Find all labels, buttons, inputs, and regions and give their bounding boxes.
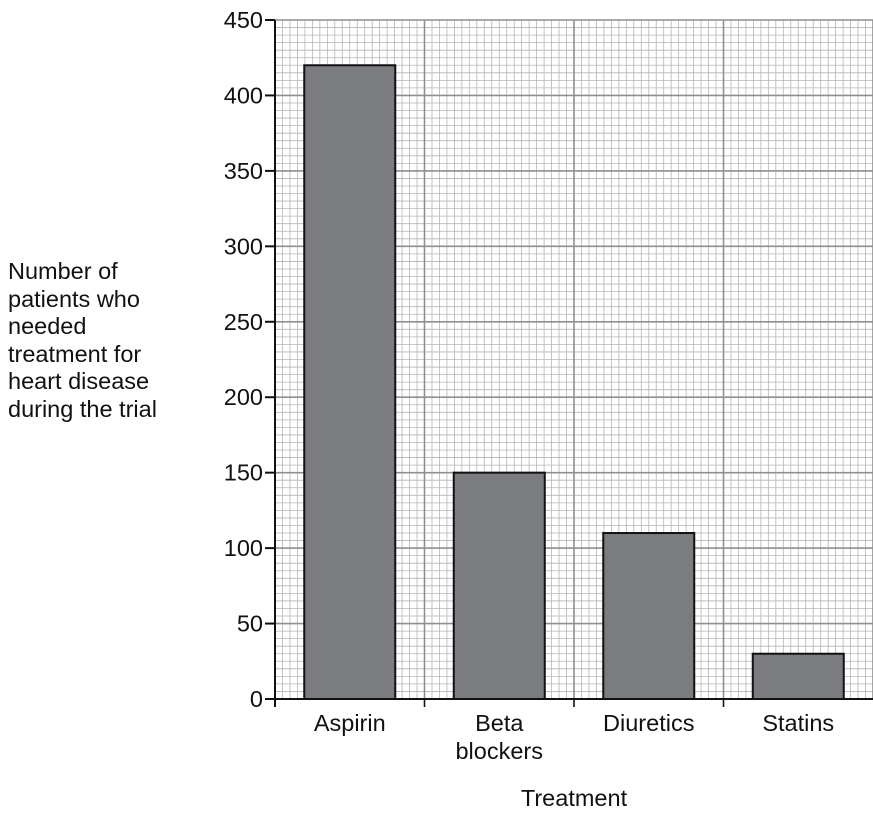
y-axis-title-line: treatment for: [8, 340, 142, 367]
y-tick-label: 400: [224, 82, 263, 108]
bar-diuretics: [602, 532, 696, 700]
x-tick-label: Statins: [762, 710, 834, 736]
y-axis-label: Number of patients who needed treatment for…: [8, 258, 213, 423]
y-tick-label: 300: [224, 233, 263, 259]
x-tick-label: Diuretics: [603, 710, 694, 736]
y-tick-label: 150: [224, 460, 263, 486]
bar-aspirin: [303, 64, 397, 701]
y-tick-label: 450: [224, 7, 263, 33]
y-tick-label: 350: [224, 158, 263, 184]
bar-beta-blockers: [452, 471, 546, 700]
y-tick-label: 250: [224, 309, 263, 335]
bar-statins: [751, 652, 845, 701]
y-axis-title-line: needed: [8, 313, 87, 339]
x-tick-label: blockers: [455, 738, 543, 764]
y-axis-title-line: patients who: [8, 285, 140, 312]
y-tick-label: 0: [250, 686, 263, 712]
x-axis-title: Treatment: [521, 785, 628, 811]
y-axis-title-line: heart disease: [8, 368, 150, 394]
y-tick-label: 200: [224, 384, 263, 410]
x-tick-label: Aspirin: [314, 710, 386, 736]
y-axis-title-line: Number of: [8, 258, 118, 284]
x-tick-label: Beta: [475, 710, 524, 736]
y-tick-label: 50: [237, 611, 263, 637]
y-axis-title-line: during the trial: [8, 395, 157, 422]
y-tick-label: 100: [224, 535, 263, 561]
